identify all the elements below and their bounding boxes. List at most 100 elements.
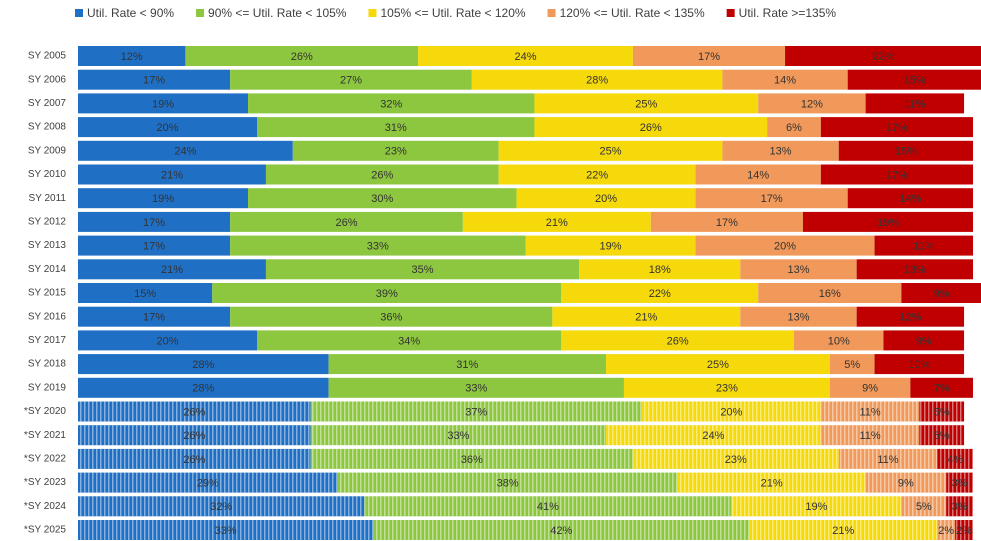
y-tick-label: *SY 2020 <box>24 406 67 417</box>
bar-segment <box>78 46 186 66</box>
bar-segment <box>78 140 293 161</box>
bar-segment <box>248 93 535 114</box>
data-label: 5% <box>934 406 950 418</box>
hatch-overlay <box>937 520 956 540</box>
bar-segment <box>78 283 213 303</box>
bar-segment <box>794 330 884 351</box>
bar-segment <box>78 377 329 398</box>
data-label: 17% <box>886 169 908 181</box>
bar-segment <box>606 354 830 375</box>
bar-segment <box>230 69 472 90</box>
y-tick-label: SY 2014 <box>28 264 67 275</box>
data-label: 26% <box>371 169 393 181</box>
bar-segment <box>695 188 848 209</box>
data-label: 26% <box>183 406 205 418</box>
data-label: 23% <box>716 383 738 395</box>
bar-segment <box>552 306 741 327</box>
bar-segment <box>471 69 723 90</box>
y-tick-label: SY 2010 <box>28 169 67 180</box>
bar-segment <box>78 117 257 138</box>
data-label: 20% <box>720 406 742 418</box>
data-label: 22% <box>586 169 608 181</box>
bar-segment <box>561 283 759 303</box>
hatch-overlay <box>731 496 902 517</box>
bar-segment <box>498 164 696 185</box>
y-tick-label: SY 2013 <box>28 240 67 251</box>
hatch-overlay <box>749 520 938 540</box>
data-label: 3% <box>952 478 968 490</box>
data-label: 6% <box>786 122 802 134</box>
bar-segment <box>265 164 499 185</box>
data-label: 28% <box>192 383 214 395</box>
y-tick-label: SY 2007 <box>28 98 67 109</box>
y-tick-label: SY 2005 <box>28 51 67 62</box>
data-label: 32% <box>380 98 402 110</box>
data-label: 13% <box>770 146 792 158</box>
y-tick-label: SY 2015 <box>28 288 67 299</box>
bar-segment <box>856 259 973 280</box>
bar-segment <box>265 259 580 280</box>
bar-segment <box>257 330 562 351</box>
hatch-overlay <box>78 520 374 540</box>
hatch-overlay <box>946 472 973 493</box>
data-label: 27% <box>340 75 362 87</box>
data-label: 25% <box>635 98 657 110</box>
bar-segment <box>561 330 794 351</box>
bar-segment <box>650 211 803 232</box>
hatch-overlay <box>337 472 678 493</box>
y-tick-label: SY 2017 <box>28 335 67 346</box>
legend-swatch <box>368 9 377 17</box>
bar-segment <box>874 354 965 375</box>
data-label: 9% <box>898 478 914 490</box>
hatch-overlay <box>919 425 965 446</box>
bar-segment <box>740 306 857 327</box>
data-label: 10% <box>908 359 930 371</box>
data-label: 15% <box>895 146 917 158</box>
data-label: 37% <box>465 406 487 418</box>
data-label: 25% <box>707 359 729 371</box>
bar-segment <box>328 377 624 398</box>
data-label: 21% <box>546 217 568 229</box>
data-label: 29% <box>197 478 219 490</box>
bar-segment <box>820 164 973 185</box>
bar-segment <box>847 188 973 209</box>
bar-segment <box>767 117 821 138</box>
bar-segment <box>78 164 266 185</box>
legend-swatch <box>196 9 205 17</box>
data-label: 23% <box>725 454 747 466</box>
y-tick-label: *SY 2025 <box>24 525 67 536</box>
data-label: 22% <box>649 288 671 300</box>
bar-segment <box>847 69 981 90</box>
bar-segment <box>802 211 973 232</box>
data-label: 15% <box>904 75 926 87</box>
data-label: 19% <box>600 241 622 253</box>
bar-segment <box>883 330 965 351</box>
bar-segment <box>820 117 973 138</box>
data-label: 17% <box>143 75 165 87</box>
y-tick-label: SY 2011 <box>29 193 67 204</box>
data-label: 13% <box>787 264 809 276</box>
data-label: 7% <box>934 383 950 395</box>
data-label: 5% <box>916 501 932 513</box>
bar-segment <box>418 46 633 66</box>
y-tick-label: SY 2008 <box>28 122 67 133</box>
data-label: 4% <box>947 454 963 466</box>
data-label: 33% <box>215 525 237 537</box>
data-label: 34% <box>398 335 420 347</box>
y-tick-label: SY 2012 <box>28 217 67 228</box>
data-label: 26% <box>640 122 662 134</box>
data-label: 21% <box>635 312 657 324</box>
bar-segment <box>758 283 902 303</box>
data-label: 26% <box>183 430 205 442</box>
hatch-overlay <box>373 520 750 540</box>
data-label: 28% <box>192 359 214 371</box>
bar-segment <box>230 211 463 232</box>
data-label: 24% <box>514 51 536 63</box>
data-label: 2% <box>956 525 972 537</box>
data-label: 17% <box>143 312 165 324</box>
bar-segment <box>257 117 535 138</box>
bar-segment <box>525 235 696 256</box>
data-label: 11% <box>904 98 925 110</box>
data-label: 17% <box>716 217 738 229</box>
legend-swatch <box>547 9 556 17</box>
